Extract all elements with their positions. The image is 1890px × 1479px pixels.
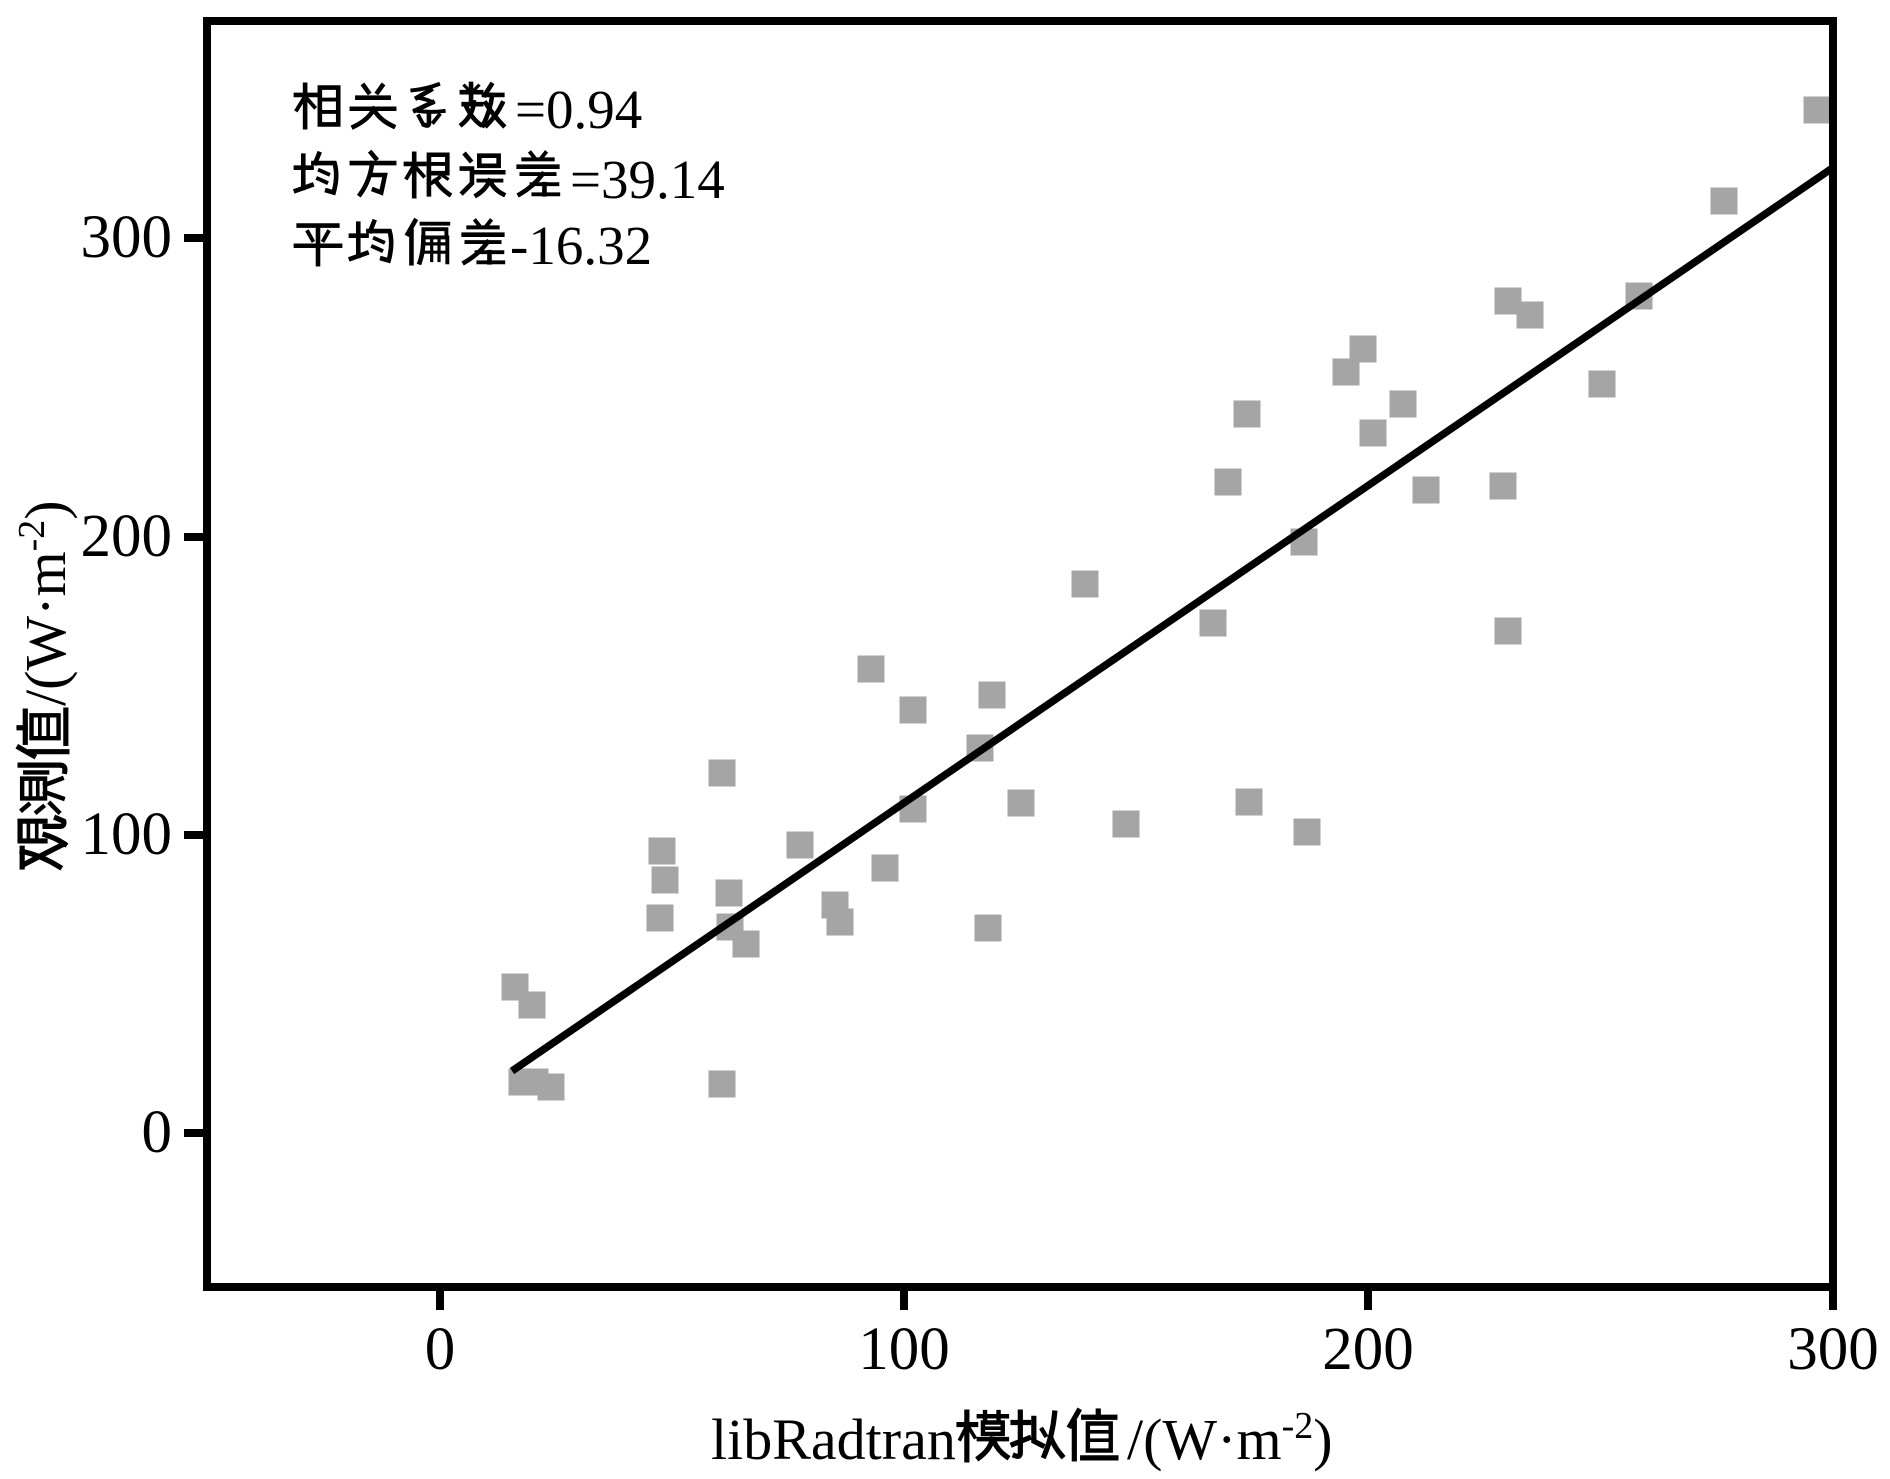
svg-text:0: 0 xyxy=(425,1316,456,1383)
svg-text:libRadtran: libRadtran xyxy=(711,1407,956,1472)
svg-text:0: 0 xyxy=(142,1099,173,1166)
svg-text:=0.94: =0.94 xyxy=(515,79,642,140)
svg-text:200: 200 xyxy=(81,503,173,570)
svg-text:100: 100 xyxy=(858,1316,950,1383)
svg-text:100: 100 xyxy=(81,801,173,868)
svg-text:300: 300 xyxy=(1787,1316,1879,1383)
svg-text:300: 300 xyxy=(81,204,173,271)
svg-text:-16.32: -16.32 xyxy=(510,215,652,276)
svg-text:200: 200 xyxy=(1322,1316,1414,1383)
svg-text:=39.14: =39.14 xyxy=(570,149,725,210)
